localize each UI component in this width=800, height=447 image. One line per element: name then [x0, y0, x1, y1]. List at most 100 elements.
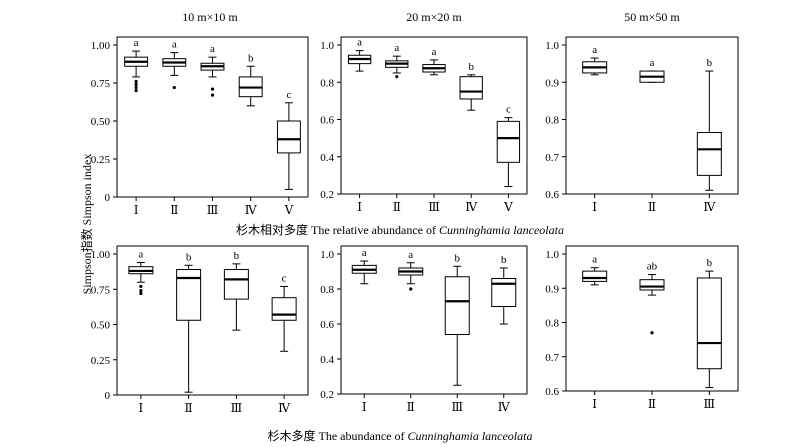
box-2: ab Ⅱ	[639, 261, 665, 411]
box-1: aⅠ	[582, 254, 608, 411]
y-tick-label: 0.25	[91, 154, 111, 166]
x-tick-label: Ⅴ	[284, 203, 294, 217]
x-tick-label: Ⅳ	[245, 203, 258, 217]
x-tick-label: Ⅴ	[503, 200, 513, 214]
significance-letter: b	[707, 257, 713, 269]
outlier-point	[134, 85, 138, 90]
plot-frame	[116, 245, 309, 396]
plot-frame	[340, 245, 528, 395]
y-tick-label: 1.0	[320, 40, 334, 52]
column-title-2: 20 m×20 m	[406, 10, 462, 24]
box-2: bⅡ	[176, 251, 202, 415]
box-body	[459, 76, 483, 100]
box-2: aⅡ	[639, 57, 665, 214]
x-tick-label: Ⅲ	[231, 401, 243, 415]
x-tick-label: Ⅰ	[357, 200, 362, 214]
x-tick-label: Ⅱ	[170, 203, 178, 217]
box-body	[639, 279, 665, 291]
y-tick-label: 0.8	[320, 284, 334, 296]
row2-caption: 杉木多度 The abundance of Cunninghamia lance…	[0, 427, 800, 444]
significance-letter: a	[650, 57, 655, 69]
box-body	[582, 270, 608, 282]
y-tick-label: 0.75	[91, 284, 111, 296]
significance-letter: a	[592, 44, 597, 56]
column-title-3: 50 m×50 m	[624, 10, 680, 24]
box-body	[444, 276, 470, 335]
outlier-point	[139, 291, 143, 296]
significance-letter: b	[707, 57, 713, 69]
x-tick-label: Ⅱ	[393, 200, 401, 214]
box-4: bⅣ	[491, 254, 517, 414]
row1-caption: 杉木相对多度 The relative abundance of Cunning…	[0, 221, 800, 238]
box-2: aⅡ	[385, 42, 409, 214]
significance-letter: a	[134, 37, 139, 49]
y-tick-label: 0.6	[545, 386, 559, 398]
x-tick-label: Ⅲ	[451, 400, 463, 414]
panels-group: 00.250.500.751.00 aⅠaⅡaⅢbⅣcⅤ0.20.40.60.81…	[91, 36, 739, 415]
box-body	[223, 269, 249, 300]
x-tick-label: Ⅳ	[703, 200, 716, 214]
significance-letter: b	[468, 61, 474, 73]
y-tick-label: 0.25	[91, 355, 111, 367]
outlier-point	[139, 289, 143, 293]
y-tick-label: 0.6	[320, 319, 334, 331]
row2-caption-species: Cunninghamia lanceolata	[407, 429, 533, 443]
box-body	[696, 277, 722, 370]
box-4: cⅣ	[271, 272, 297, 415]
x-tick-label: Ⅱ	[648, 397, 656, 411]
y-tick-label: 1.00	[91, 249, 111, 261]
significance-letter: a	[138, 248, 143, 260]
outlier-point	[409, 287, 413, 291]
outlier-point	[210, 93, 215, 97]
outlier-point	[134, 82, 138, 87]
box-1: aⅠ	[351, 247, 377, 414]
y-tick-label: 0.7	[545, 152, 559, 164]
box-body	[276, 120, 301, 154]
box-5: cⅤ	[276, 89, 301, 217]
significance-letter: ab	[647, 261, 658, 273]
significance-letter: b	[186, 251, 192, 263]
significance-letter: a	[172, 39, 177, 51]
box-body	[496, 120, 521, 163]
box-4: bⅣ	[238, 52, 263, 217]
significance-letter: b	[455, 252, 461, 264]
x-tick-label: Ⅲ	[704, 397, 716, 411]
y-tick-label: 0.4	[320, 354, 334, 366]
x-tick-label: Ⅰ	[139, 401, 144, 415]
x-tick-label: Ⅰ	[592, 397, 597, 411]
y-tick-label: 1.0	[545, 40, 559, 52]
x-tick-label: Ⅰ	[134, 203, 139, 217]
box-1: aⅠ	[124, 37, 149, 217]
y-tick-label: 1.0	[320, 249, 334, 261]
y-tick-label: 0.8	[545, 115, 559, 127]
significance-letter: c	[282, 272, 287, 284]
y-tick-label: 0.6	[320, 115, 334, 127]
y-tick-label: 0.7	[545, 352, 559, 364]
significance-letter: a	[592, 254, 597, 266]
significance-letter: a	[394, 42, 399, 54]
significance-letter: a	[362, 247, 367, 259]
box-1: aⅠ	[582, 44, 608, 214]
y-tick-label: 0.6	[545, 189, 559, 201]
outlier-point	[650, 331, 654, 335]
significance-letter: a	[210, 43, 215, 55]
significance-letter: a	[432, 46, 437, 58]
outlier-point	[395, 75, 399, 79]
y-tick-label: 1.00	[91, 40, 111, 52]
x-tick-label: Ⅳ	[498, 400, 511, 414]
significance-letter: b	[501, 254, 507, 266]
y-tick-label: 0.2	[320, 389, 334, 401]
significance-letter: a	[408, 249, 413, 261]
y-tick-label: 0.75	[91, 78, 111, 90]
box-1: aⅠ	[128, 248, 154, 415]
significance-letter: b	[248, 52, 254, 64]
y-tick-label: 0.4	[320, 152, 334, 164]
y-axis-label: Simpson指数 Simpson index	[79, 154, 94, 295]
